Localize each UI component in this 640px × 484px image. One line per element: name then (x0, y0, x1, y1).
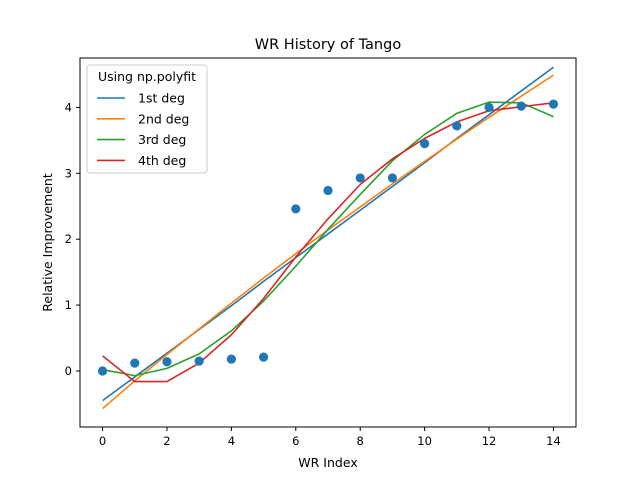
scatter-point (162, 357, 172, 367)
series-line-3rd-deg (102, 101, 554, 377)
legend: Using np.polyfit 1st deg 2nd deg 3rd deg 4t… (86, 64, 208, 174)
scatter-point (516, 101, 526, 111)
y-tick-label: 0 (65, 364, 72, 378)
x-tick-label: 10 (417, 434, 432, 448)
x-tick-label: 0 (99, 434, 106, 448)
y-tick-label: 3 (65, 166, 72, 180)
scatter-point (130, 358, 140, 368)
scatter-point (355, 173, 365, 183)
scatter-point (548, 99, 559, 109)
scatter-point (420, 139, 430, 149)
scatter-point (323, 185, 333, 196)
scatter-points-layer (97, 99, 559, 376)
legend-title: Using np.polyfit (98, 69, 196, 84)
scatter-point (226, 354, 236, 364)
y-tick-label: 4 (65, 100, 72, 114)
x-tick-label: 2 (163, 434, 170, 448)
series-line-4th-deg (102, 102, 554, 383)
scatter-point (484, 102, 494, 113)
plot-frame (79, 57, 577, 428)
scatter-point (452, 121, 462, 131)
series-layer (102, 66, 554, 410)
y-axis-label: Relative Improvement (40, 173, 55, 312)
x-tick-label: 14 (546, 434, 561, 448)
legend-label: 3rd deg (138, 132, 186, 147)
y-tick-label: 2 (65, 232, 72, 246)
scatter-point (258, 352, 269, 362)
legend-label: 2nd deg (138, 111, 189, 126)
x-axis-label: WR Index (298, 455, 357, 470)
chart-title: WR History of Tango (255, 37, 402, 53)
legend-label: 4th deg (138, 153, 186, 168)
legend-box (86, 64, 208, 174)
scatter-point (194, 356, 204, 366)
scatter-point (387, 173, 398, 183)
x-tick-label: 8 (357, 434, 364, 448)
x-tick-label: 12 (482, 434, 497, 448)
x-tick-label: 6 (292, 434, 299, 448)
scatter-point (291, 204, 301, 214)
scatter-point (97, 366, 108, 376)
legend-items: 1st deg 2nd deg 3rd deg 4th deg (97, 91, 189, 168)
x-tick-label: 4 (228, 434, 235, 448)
legend-label: 1st deg (138, 91, 185, 106)
y-tick-label: 1 (65, 298, 72, 312)
